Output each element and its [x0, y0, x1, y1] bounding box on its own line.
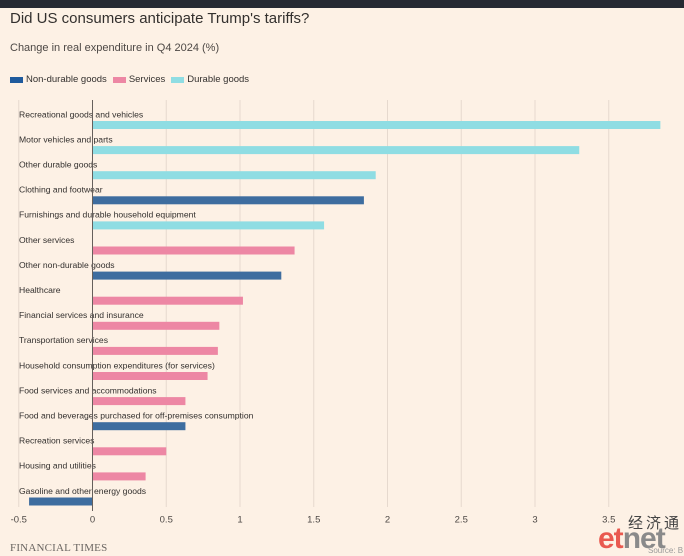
category-label: Household consumption expenditures (for …	[19, 360, 215, 370]
category-label: Clothing and footwear	[19, 185, 103, 195]
legend-label-non-durable: Non-durable goods	[26, 74, 107, 85]
watermark-logo: etnet	[598, 522, 666, 556]
bar	[92, 196, 364, 205]
category-label: Gasoline and other energy goods	[19, 486, 146, 496]
bar	[92, 246, 295, 255]
x-tick-label: 0	[90, 515, 95, 526]
category-label: Other non-durable goods	[19, 260, 115, 270]
x-tick-label: 1	[237, 515, 242, 526]
category-label: Financial services and insurance	[19, 310, 144, 320]
bar	[92, 346, 218, 355]
watermark-logo-net: net	[622, 522, 666, 555]
bar	[92, 296, 243, 305]
category-label: Other services	[19, 235, 74, 245]
bar	[92, 146, 580, 155]
category-label: Housing and utilities	[19, 461, 96, 471]
x-tick-label: 0.5	[160, 515, 173, 526]
bar	[92, 271, 282, 280]
legend-label-services: Services	[128, 74, 166, 85]
category-label: Food services and accommodations	[19, 385, 157, 395]
watermark-source-fragment: Source: B	[648, 546, 684, 555]
bar	[92, 372, 208, 380]
chart-subtitle: Change in real expenditure in Q4 2024 (%…	[10, 42, 220, 54]
category-label: Furnishings and durable household equipm…	[19, 210, 196, 220]
x-tick-label: 3	[532, 515, 537, 526]
category-label: Other durable goods	[19, 159, 97, 169]
chart-title: Did US consumers anticipate Trump's tari…	[10, 10, 310, 27]
bar	[92, 472, 146, 481]
legend-item-non-durable: Non-durable goods	[10, 74, 107, 85]
bar	[92, 121, 661, 129]
legend-item-services: Services	[112, 74, 166, 85]
category-label: Healthcare	[19, 285, 61, 295]
x-tick-label: 3.5	[602, 515, 615, 526]
category-label: Transportation services	[19, 335, 108, 345]
legend-swatch-durable	[171, 76, 185, 83]
x-tick-label: 2.5	[455, 515, 468, 526]
x-tick-label: 2	[385, 515, 390, 526]
bar	[92, 171, 376, 180]
x-tick-label: -0.5	[11, 515, 27, 526]
category-label: Recreation services	[19, 436, 94, 446]
top-bar	[0, 0, 684, 8]
legend-label-durable: Durable goods	[187, 74, 250, 85]
bar	[29, 497, 93, 506]
watermark-chinese: 经济通	[628, 514, 683, 532]
legend: Non-durable goods Services Durable goods	[10, 74, 255, 85]
bar	[92, 221, 325, 230]
x-tick-label: 1.5	[307, 515, 320, 526]
legend-item-durable: Durable goods	[171, 74, 249, 85]
category-label: Food and beverages purchased for off-pre…	[19, 410, 254, 420]
source-label: FINANCIAL TIMES	[10, 542, 108, 554]
watermark-logo-et: et	[598, 522, 624, 555]
bar	[92, 422, 186, 431]
bar	[92, 397, 186, 406]
legend-swatch-non-durable	[10, 76, 23, 83]
legend-swatch-services	[112, 76, 126, 83]
bar	[92, 447, 167, 456]
category-label: Motor vehicles and parts	[19, 134, 113, 144]
bar	[92, 321, 220, 330]
category-label: Recreational goods and vehicles	[19, 109, 143, 119]
